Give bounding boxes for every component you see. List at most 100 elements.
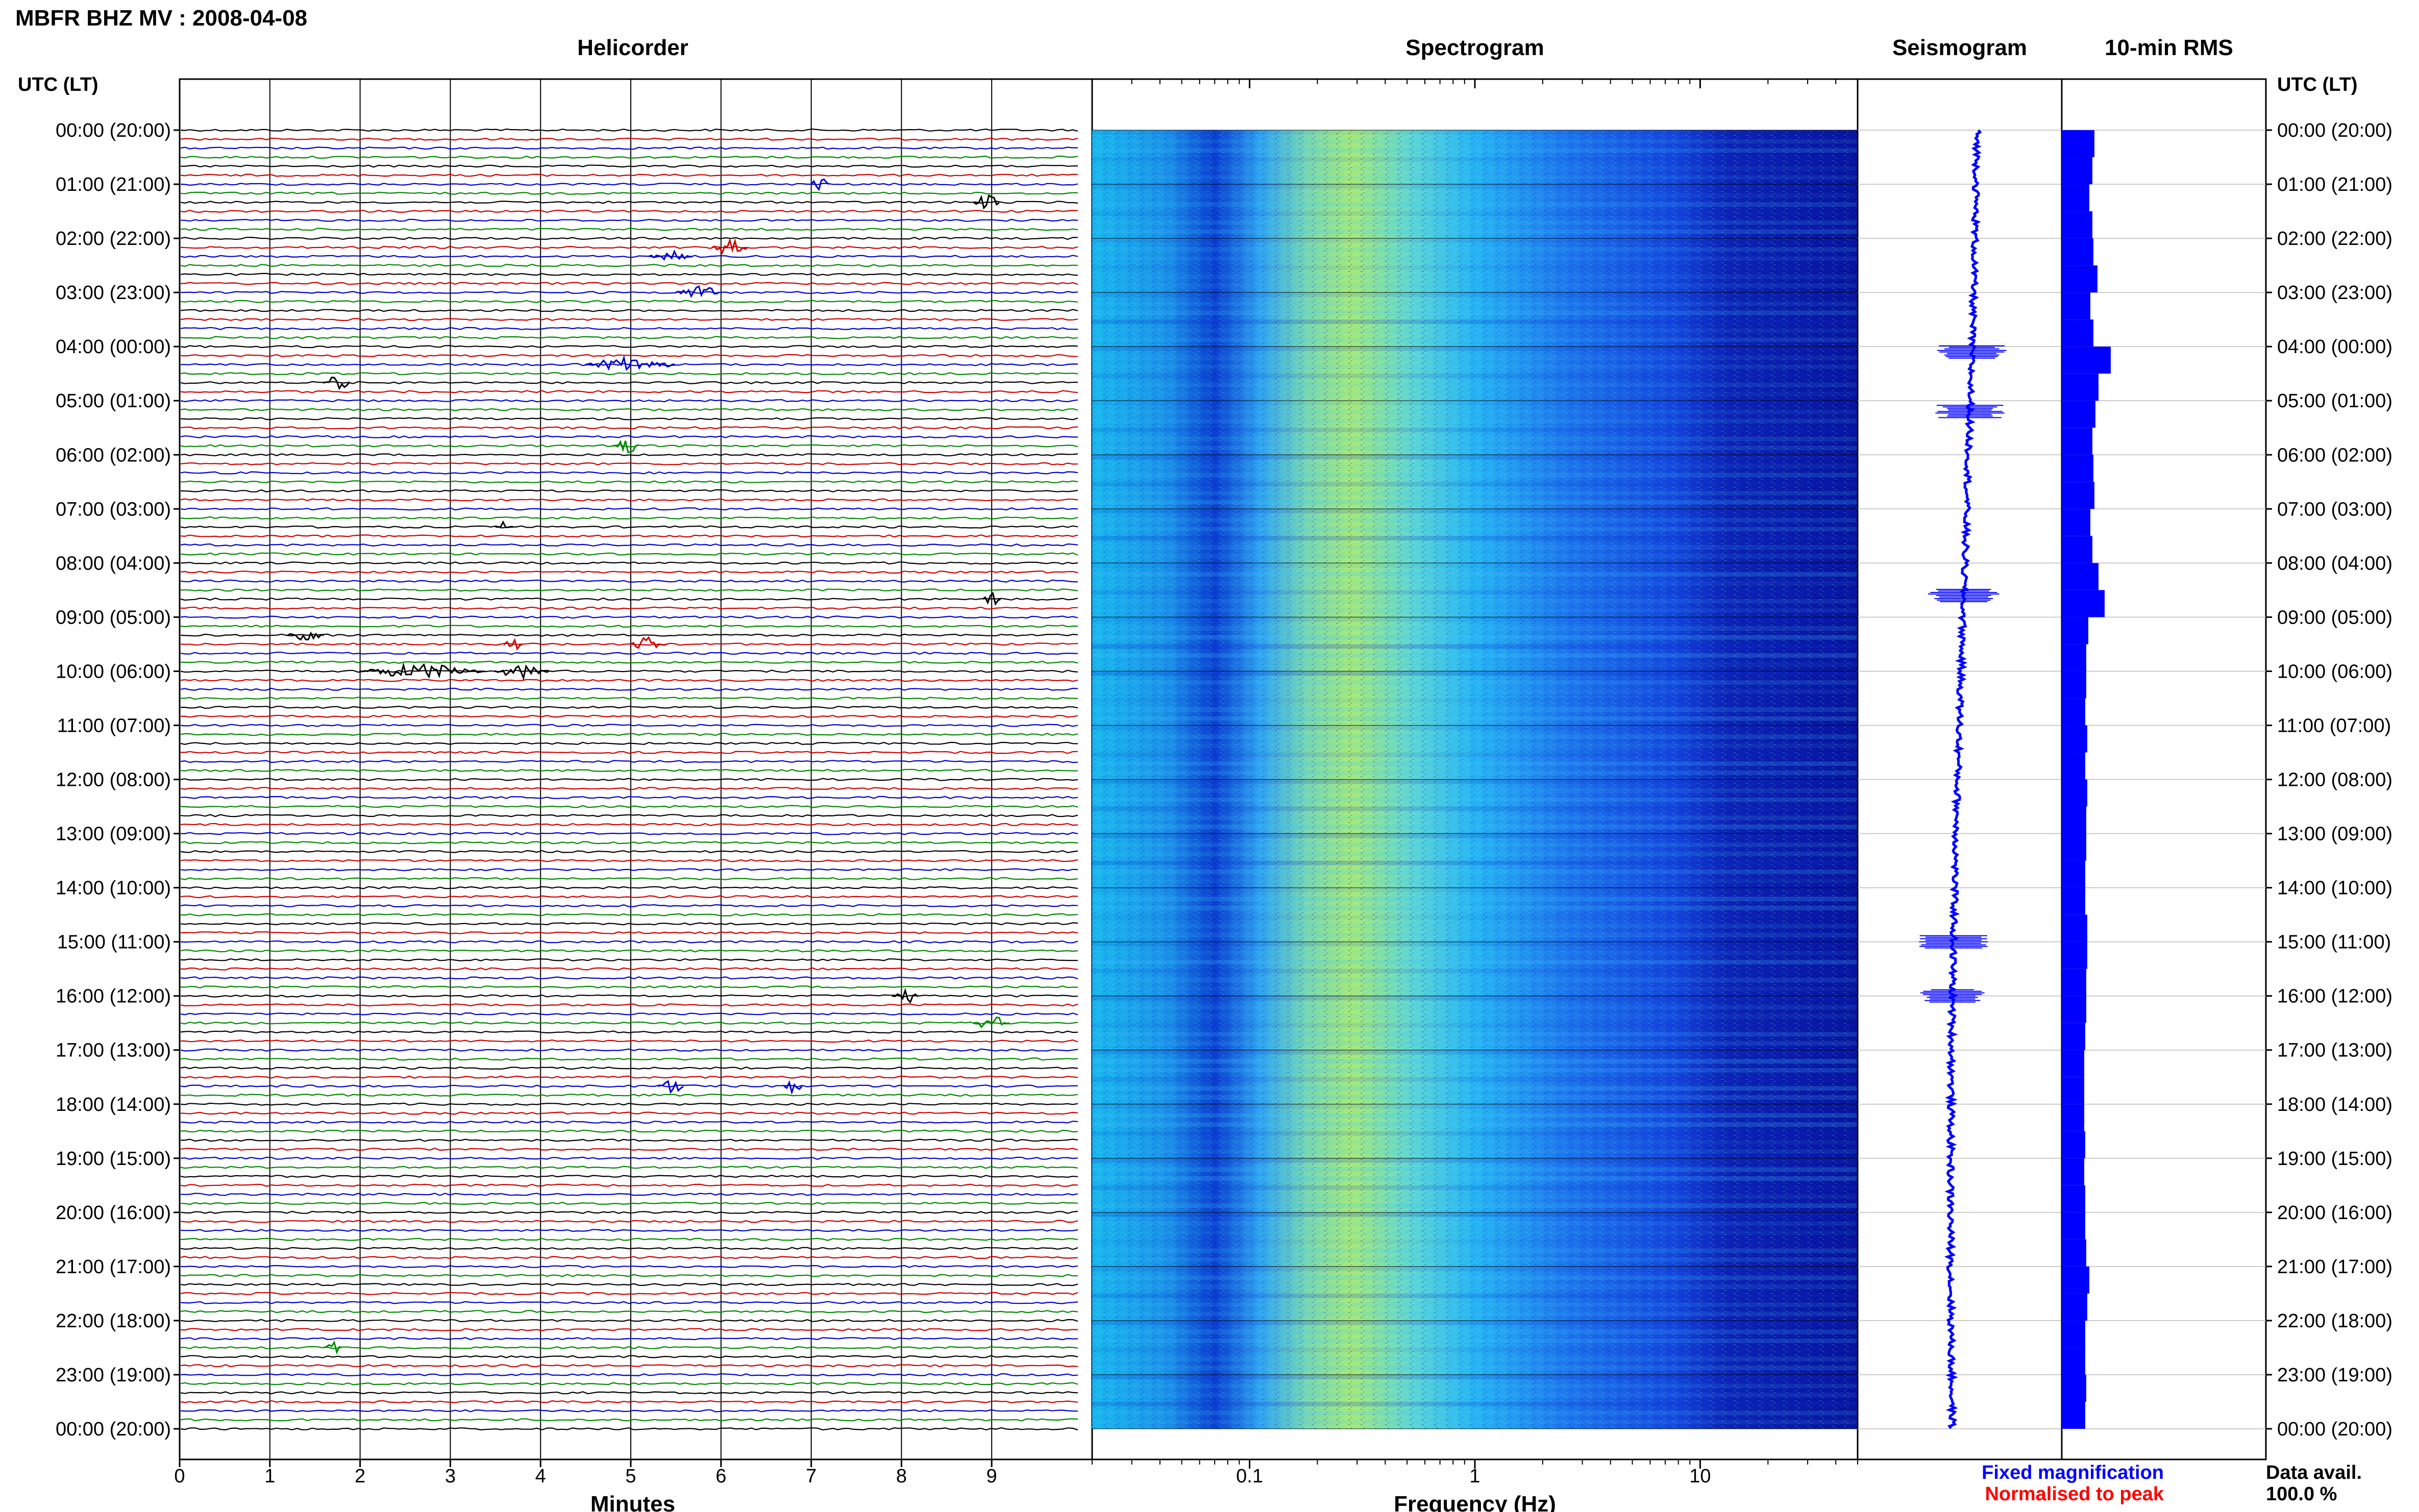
rms-bar — [2062, 1266, 2089, 1294]
spectrogram-stripe — [1092, 238, 1858, 243]
time-label-right: 15:00 (11:00) — [2277, 932, 2391, 953]
helicorder-trace — [180, 1121, 1078, 1124]
helicorder-x-tick-label: 7 — [806, 1466, 817, 1487]
spectrogram-stripe — [1092, 581, 1858, 586]
helicorder-trace — [180, 1382, 1078, 1385]
spectrogram-stripe — [1092, 1410, 1858, 1416]
spectrogram-stripe — [1092, 1284, 1858, 1290]
spectrogram-stripe — [1092, 517, 1858, 523]
helicorder-event — [495, 520, 513, 528]
spectrogram-stripe — [1092, 905, 1858, 910]
spectrogram-stripe — [1092, 328, 1858, 333]
time-label-right: 17:00 (13:00) — [2277, 1040, 2392, 1061]
spectrogram-stripe — [1092, 355, 1858, 360]
helicorder-trace — [180, 552, 1078, 556]
helicorder-event — [585, 355, 675, 371]
helicorder-event — [648, 249, 693, 261]
helicorder-trace — [180, 904, 1078, 907]
helicorder-trace — [180, 1156, 1078, 1160]
helicorder-trace — [180, 1202, 1078, 1205]
helicorder-trace — [180, 336, 1078, 339]
rms-bar — [2062, 833, 2086, 861]
figure-title: MBFR BHZ MV : 2008-04-08 — [15, 6, 307, 31]
spectrogram-stripe — [1092, 842, 1858, 848]
helicorder-trace — [180, 1418, 1078, 1422]
rms-bar — [2062, 1320, 2085, 1348]
spectrogram-stripe — [1092, 1086, 1858, 1091]
spectrogram-panel: 0.1 1 10 — [1091, 78, 1859, 1487]
data-avail-value: 100.0 % — [2266, 1483, 2337, 1505]
spectrogram-stripe — [1092, 1149, 1858, 1154]
helicorder-trace — [180, 1166, 1078, 1169]
helicorder-trace — [180, 1310, 1078, 1313]
helicorder-events — [287, 178, 1010, 1355]
spectrogram-stripe — [1092, 202, 1858, 207]
helicorder-trace — [180, 1111, 1078, 1115]
helicorder-trace — [180, 633, 1078, 637]
spectrogram-stripe — [1092, 815, 1858, 821]
helicorder-trace — [180, 1012, 1078, 1016]
rms-bar — [2062, 130, 2094, 158]
spectrogram-stripe — [1092, 175, 1858, 180]
helicorder-trace — [180, 1373, 1078, 1377]
spectrogram-stripe — [1092, 319, 1858, 324]
time-label-left: 07:00 (03:00) — [56, 499, 171, 520]
spectrogram-stripe — [1092, 148, 1858, 153]
helicorder-trace — [180, 228, 1078, 231]
helicorder-trace — [180, 597, 1078, 601]
helicorder-trace — [180, 1138, 1078, 1142]
spectrogram-stripe — [1092, 797, 1858, 802]
spectrogram-stripe — [1092, 626, 1858, 631]
rms-bar — [2062, 806, 2086, 834]
spectrogram-stripe — [1092, 1383, 1858, 1389]
spectrogram-title: Spectrogram — [1405, 35, 1544, 60]
spectrogram-stripe — [1092, 1293, 1858, 1298]
rms-bar — [2062, 779, 2087, 807]
helicorder-trace — [180, 1346, 1078, 1350]
rms-bar — [2062, 346, 2111, 374]
helicorder-trace — [180, 1220, 1078, 1223]
time-label-left: 23:00 (19:00) — [56, 1365, 171, 1386]
spectrogram-stripe — [1092, 716, 1858, 721]
helicorder-trace — [180, 309, 1078, 312]
helicorder-trace — [180, 480, 1078, 484]
helicorder-trace — [180, 417, 1078, 420]
helicorder-trace — [180, 1048, 1078, 1052]
helicorder-trace — [180, 769, 1078, 772]
spectrogram-stripe — [1092, 229, 1858, 234]
time-label-right: 22:00 (18:00) — [2277, 1310, 2392, 1332]
spectrogram-stripe — [1092, 969, 1858, 974]
time-label-right: 00:00 (20:00) — [2277, 120, 2392, 141]
spectrogram-stripe — [1092, 1176, 1858, 1181]
helicorder-event — [323, 1340, 342, 1355]
helicorder-trace — [180, 1003, 1078, 1007]
rms-bar — [2062, 509, 2090, 536]
spectrogram-stripe — [1092, 671, 1858, 676]
spectrogram-stripe — [1092, 1104, 1858, 1109]
helicorder-trace — [180, 489, 1078, 493]
spectrogram-stripe — [1092, 283, 1858, 288]
helicorder-trace — [180, 1319, 1078, 1323]
rms-bar — [2062, 887, 2085, 915]
spectrogram-stripe — [1092, 1212, 1858, 1217]
rms-bar — [2062, 238, 2093, 266]
helicorder-x-tick-label: 0 — [174, 1466, 185, 1487]
spectrogram-stripe — [1092, 391, 1858, 396]
spectrogram-stripe — [1092, 274, 1858, 279]
time-label-right: 21:00 (17:00) — [2277, 1256, 2392, 1278]
spectrogram-stripe — [1092, 1393, 1858, 1398]
helicorder-x-ticks: 0 1 2 3 4 5 6 7 8 9 — [174, 1459, 997, 1487]
helicorder-trace — [180, 272, 1078, 276]
helicorder-trace — [180, 1193, 1078, 1196]
rms-bar — [2062, 211, 2092, 239]
spectrogram-stripe — [1092, 617, 1858, 622]
spectrogram-stripe — [1092, 1230, 1858, 1235]
rms-bar — [2062, 941, 2087, 969]
seismogram-title: Seismogram — [1892, 35, 2027, 60]
seismogram-trace — [1944, 129, 1982, 1429]
legend-fixed: Fixed magnification — [1982, 1462, 2164, 1483]
helicorder-trace — [180, 1409, 1078, 1412]
helicorder-trace — [180, 182, 1078, 186]
rms-bar — [2062, 969, 2086, 996]
spectrogram-stripe — [1092, 1320, 1858, 1325]
